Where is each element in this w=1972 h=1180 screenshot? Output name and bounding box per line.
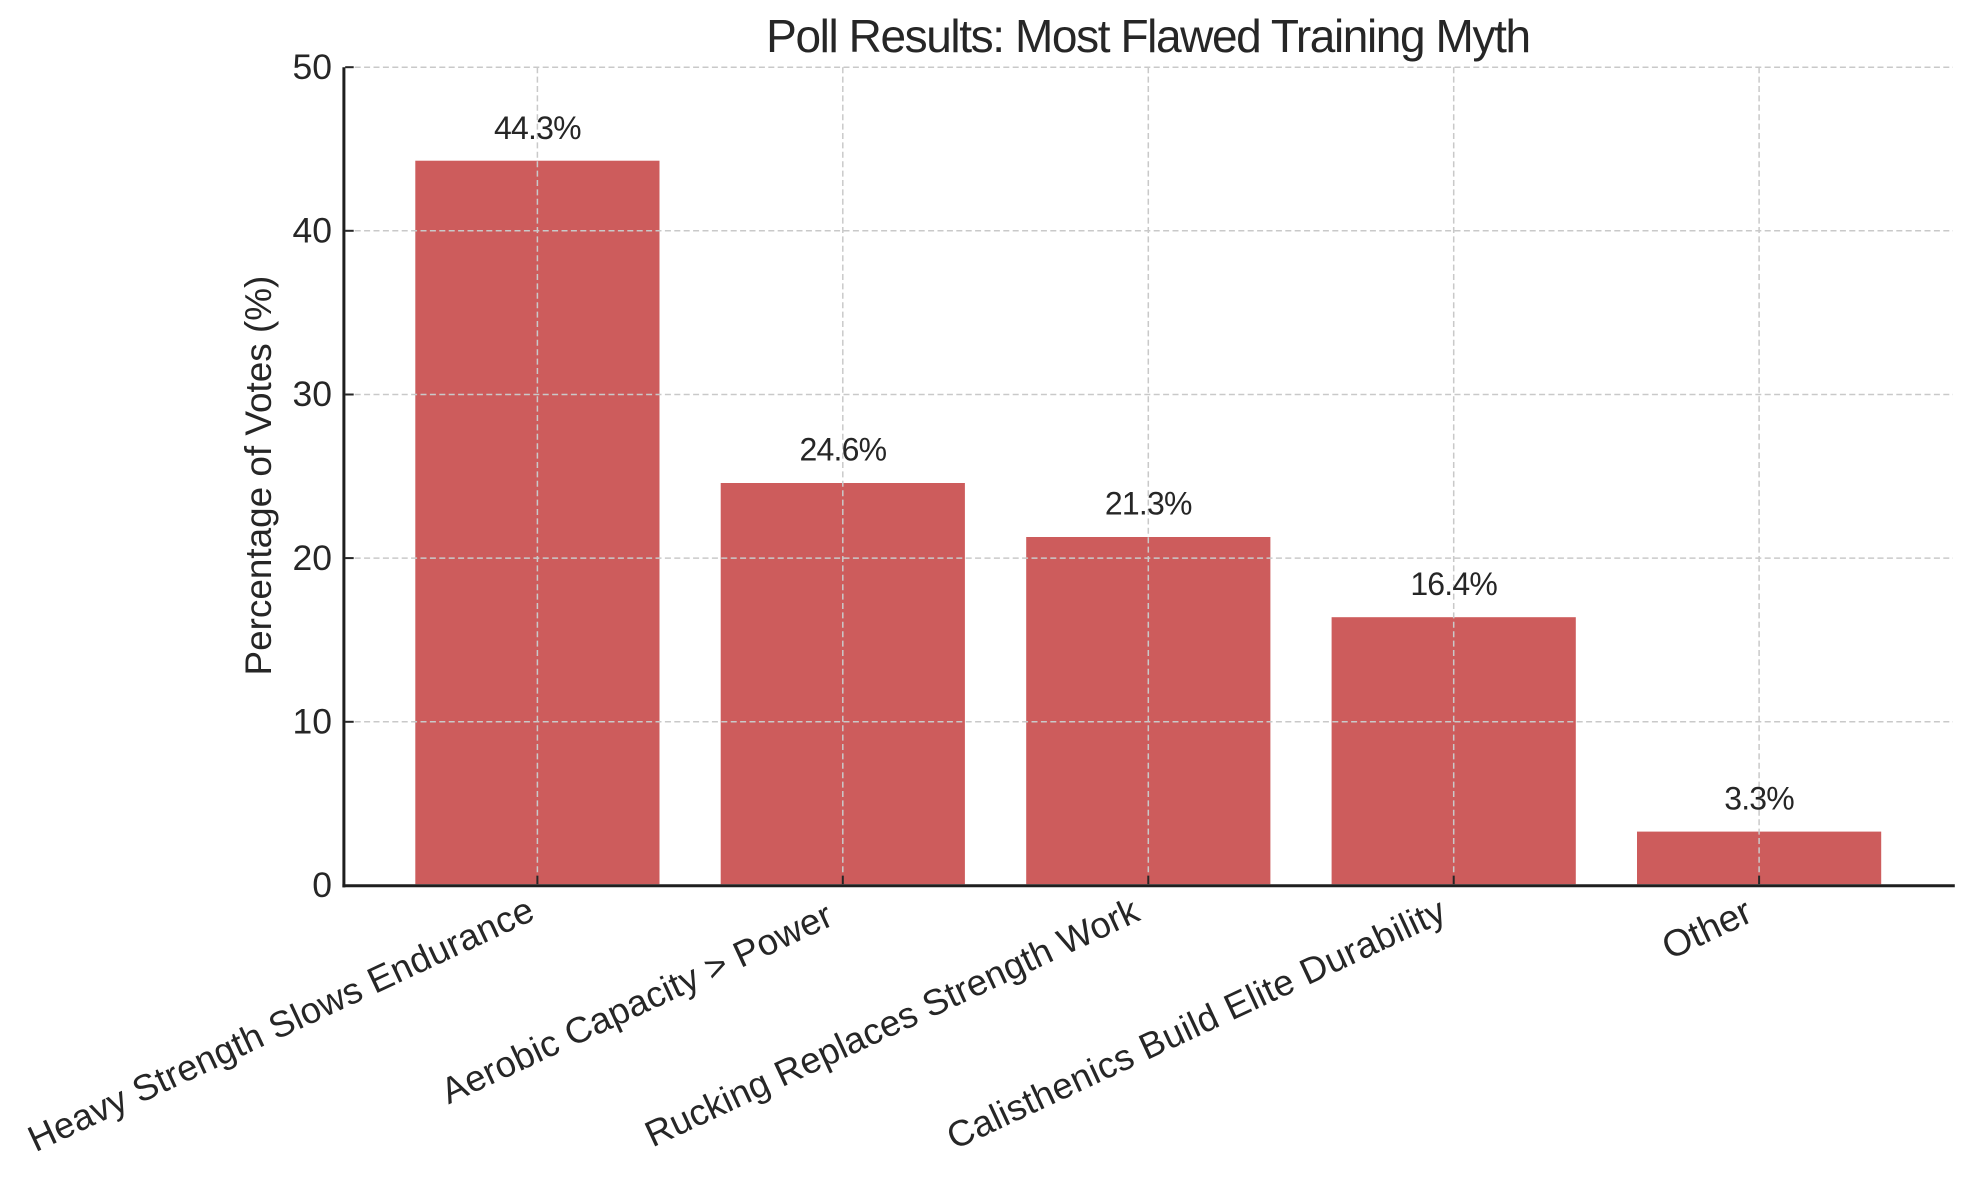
svg-text:Poll Results: Most Flawed Trai: Poll Results: Most Flawed Training Myth <box>766 10 1529 62</box>
svg-text:30: 30 <box>293 374 333 414</box>
svg-text:10: 10 <box>293 702 333 742</box>
svg-text:20: 20 <box>293 538 333 578</box>
svg-text:40: 40 <box>293 211 333 251</box>
svg-text:21.3%: 21.3% <box>1105 486 1192 522</box>
svg-text:44.3%: 44.3% <box>494 110 581 146</box>
svg-text:3.3%: 3.3% <box>1724 780 1794 816</box>
svg-text:50: 50 <box>293 47 333 87</box>
svg-text:0: 0 <box>312 865 332 905</box>
svg-text:16.4%: 16.4% <box>1410 566 1497 602</box>
svg-text:Percentage of Votes (%): Percentage of Votes (%) <box>238 276 279 676</box>
svg-text:24.6%: 24.6% <box>800 432 887 468</box>
